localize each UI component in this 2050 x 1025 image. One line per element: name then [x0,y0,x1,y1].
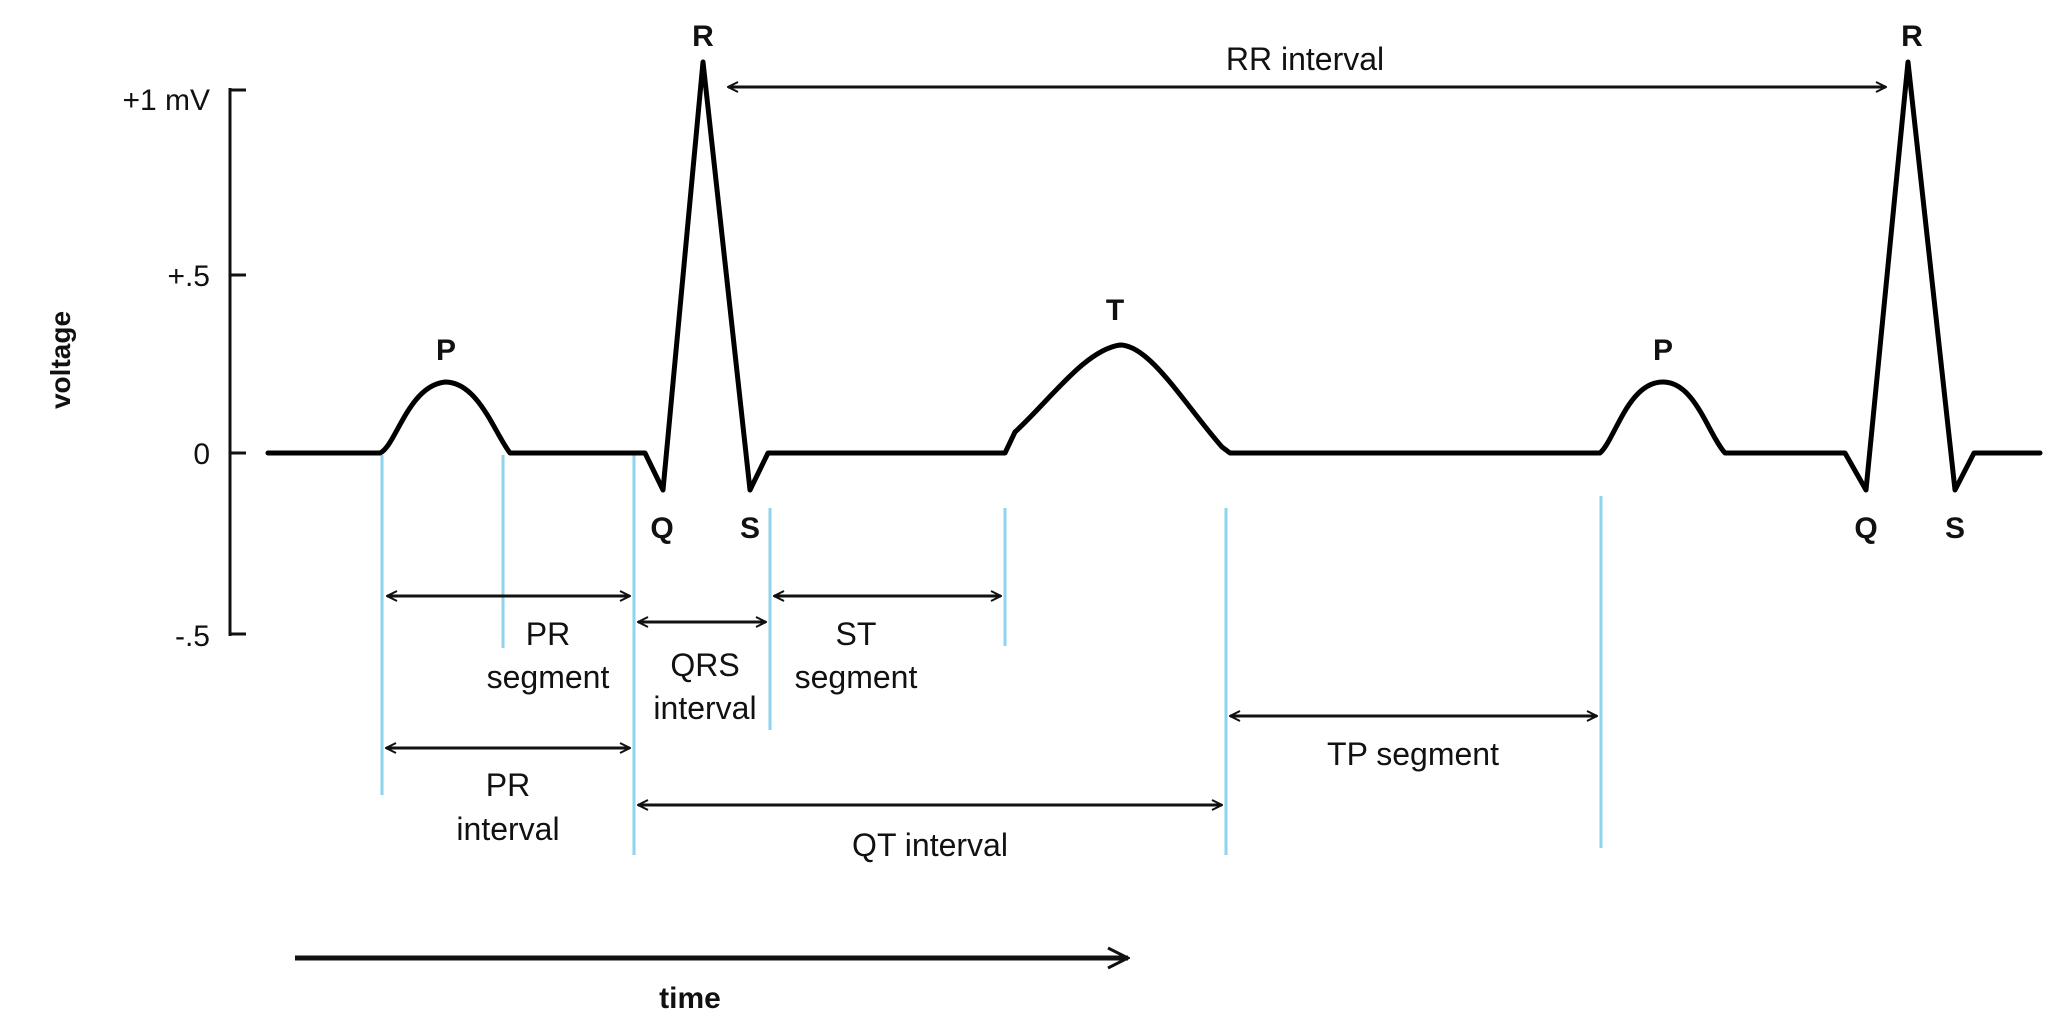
rr-interval-label: RR interval [1226,41,1384,77]
q-wave-label-2: Q [1854,512,1877,545]
y-axis-title: voltage [45,311,76,409]
q-wave-label: Q [650,512,673,545]
qt-interval-label: QT interval [852,827,1008,863]
pr-interval: PR interval [386,748,630,847]
y-tick-label-zero: 0 [193,438,210,471]
r-wave-label-2: R [1901,20,1923,53]
s-wave-label-2: S [1945,512,1965,545]
qrs-interval-label-line1: QRS [670,647,739,683]
ecg-trace [265,59,2043,493]
tp-segment: TP segment [1230,716,1597,772]
qt-interval: QT interval [638,805,1222,863]
wave-labels: P Q R S T P Q R S [436,20,1965,545]
qrs-interval: QRS interval [638,622,766,726]
p-wave-label: P [436,334,456,367]
s-wave-label: S [740,512,760,545]
pr-segment: PR segment [387,596,630,695]
tp-segment-label: TP segment [1327,736,1499,772]
qrs-interval-label-line2: interval [653,690,756,726]
y-tick-label-1mv: +1 mV [122,84,210,117]
r-wave-label: R [692,20,714,53]
st-segment: ST segment [774,596,1001,695]
pr-segment-label-line1: PR [526,616,570,652]
pr-interval-label-line1: PR [486,767,530,803]
y-axis: +1 mV +.5 0 -.5 voltage [45,84,246,653]
pr-segment-label-line2: segment [487,659,610,695]
st-segment-label-line1: ST [836,616,877,652]
pr-interval-label-line2: interval [456,811,559,847]
t-wave-label: T [1106,294,1124,327]
y-tick-label-half: +.5 [167,260,210,293]
boundary-lines [380,455,1603,855]
rr-interval: RR interval [728,41,1886,87]
st-segment-label-line2: segment [795,659,918,695]
time-axis-title: time [659,982,721,1015]
time-axis: time [295,958,1128,1015]
y-tick-label-neg-half: -.5 [175,620,210,653]
p-wave-label-2: P [1653,334,1673,367]
